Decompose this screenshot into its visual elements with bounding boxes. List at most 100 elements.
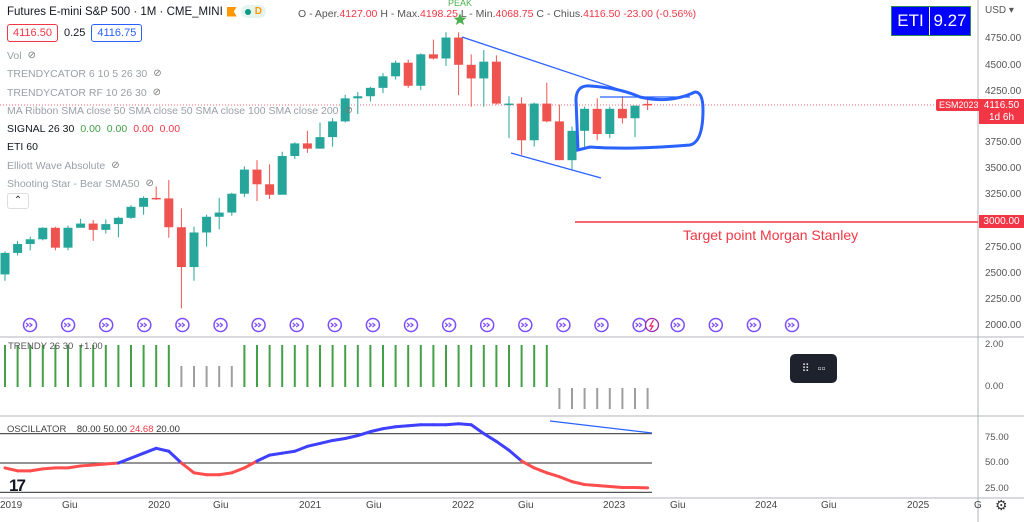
legend-item-label: SIGNAL 26 30 [7,123,75,136]
hidden-eye-icon[interactable]: ⊘ [152,86,162,98]
earnings-event-icon [60,317,76,333]
legend-item[interactable]: Shooting Star - Bear SMA50 ⊘ [7,175,353,193]
time-tick: 2021 [299,500,322,511]
time-tick: Giu [518,500,534,511]
candle-body [265,184,275,195]
tradingview-logo[interactable]: 17 [9,476,26,495]
symbol-title[interactable]: Futures E-mini S&P 500 · 1M · CME_MINI [7,5,223,18]
candle-body [277,155,287,195]
hidden-eye-icon[interactable]: ⊘ [153,68,162,80]
event-arrow-icon [25,322,33,328]
hidden-eye-icon[interactable]: ⊘ [111,159,120,171]
event-arrow-icon [520,322,529,328]
candle-body [529,103,539,141]
earnings-event-icon [137,317,152,333]
legend-item-label: TRENDYCATOR RF 10 26 30 [7,86,147,99]
candle-body [239,169,249,194]
oscillator-segment [595,484,612,489]
oscillator-segment [331,437,347,442]
flag-icon[interactable] [226,6,237,17]
candle-body [441,37,451,59]
price-tick: 3250.00 [985,189,1022,200]
candle-body [617,108,627,119]
earnings-event-icon [289,317,304,333]
candle-body [101,224,111,230]
event-arrow-icon [139,322,148,328]
hidden-eye-icon[interactable]: ⊘ [27,50,36,61]
delayed-label: D [254,6,263,17]
event-arrow-icon [749,322,757,328]
earnings-event-icon [365,317,381,333]
earnings-event-icon [327,317,343,333]
candle-body [504,103,514,106]
peak-star-icon [453,13,467,25]
legend-item[interactable]: TRENDYCATOR RF 10 26 30 ⊘ [7,84,353,102]
collapse-legend-button[interactable]: ⌃ [7,193,29,209]
earnings-event-icon [632,317,647,333]
candle-body [491,61,501,104]
oscillator-segment [469,423,486,436]
time-tick: 2023 [603,500,626,511]
candle-body [76,223,86,228]
market-status-pill[interactable]: D [240,5,267,18]
candle-body [88,223,98,230]
candle-body [454,37,464,65]
candle-body [315,137,325,149]
sell-price-button[interactable]: 4116.50 [7,24,58,42]
candle-body [340,98,350,122]
event-arrow-icon [635,322,643,328]
price-tick: 2250.00 [985,294,1022,305]
candle-body [164,198,174,228]
legend-item[interactable]: ETI 60 [7,138,353,156]
candle-body [202,216,212,233]
oscillator-segment [217,471,234,477]
legend-item[interactable]: MA Ribbon SMA close 50 SMA close 50 SMA … [7,102,353,120]
hidden-eye-icon[interactable]: ⊘ [145,178,154,190]
oscillator-segment [482,432,498,443]
event-arrow-icon [482,322,491,328]
legend-item-label: MA Ribbon SMA close 50 SMA close 50 SMA … [7,104,339,117]
oscillator-segment [520,459,536,470]
time-tick: G [974,500,982,511]
legend-item[interactable]: Elliott Wave Absolute ⊘ [7,157,353,175]
add-panel-icon[interactable]: ▫▫ [817,362,826,375]
legend-item[interactable]: Vol ⊘ [7,47,353,65]
oscillator-segment [230,466,246,475]
candle-body [643,103,653,106]
candle-body [554,121,564,161]
oscillator-segment [154,446,171,453]
oscillator-segment [242,459,259,470]
settings-gear-icon[interactable]: ⚙ [995,497,1008,513]
lightning-icon [648,319,655,331]
target-annotation[interactable]: Target point Morgan Stanley [683,227,859,243]
time-tick: 2022 [452,500,475,511]
signal-value: 0.00 [159,123,181,136]
event-arrow-icon [368,322,376,328]
oscillator-segment [318,438,335,445]
object-tree-widget[interactable]: ⠿ ▫▫ [790,354,837,383]
earnings-event-icon [708,317,724,333]
oscillator-segment [28,467,45,473]
oscillator-segment [356,430,372,438]
buy-price-button[interactable]: 4116.75 [91,24,143,42]
candle-body [0,252,10,275]
legend-item[interactable]: SIGNAL 26 30 0.00 0.00 0.00 0.00 [7,120,353,138]
oscillator-segment [255,453,272,463]
signal-value: 0.00 [80,123,101,136]
candle-body [365,87,375,97]
candle-body [466,64,476,79]
hidden-eye-icon[interactable]: ⊘ [344,104,353,116]
candle-body [139,197,149,207]
drag-handle-icon[interactable]: ⠿ [801,363,810,375]
earnings-event-icon [518,317,533,333]
candle-body [378,76,388,88]
oscillator-segment [507,448,524,463]
symbol-price-tag: ESM2023 [936,99,982,111]
event-arrow-icon [673,322,681,328]
currency-selector[interactable]: USD ▾ [985,5,1014,16]
candle-body [290,143,300,156]
legend-item-label: Elliott Wave Absolute [7,159,106,172]
candle-body [416,54,426,86]
legend-item[interactable]: TRENDYCATOR 6 10 5 26 30 ⊘ [7,65,353,83]
